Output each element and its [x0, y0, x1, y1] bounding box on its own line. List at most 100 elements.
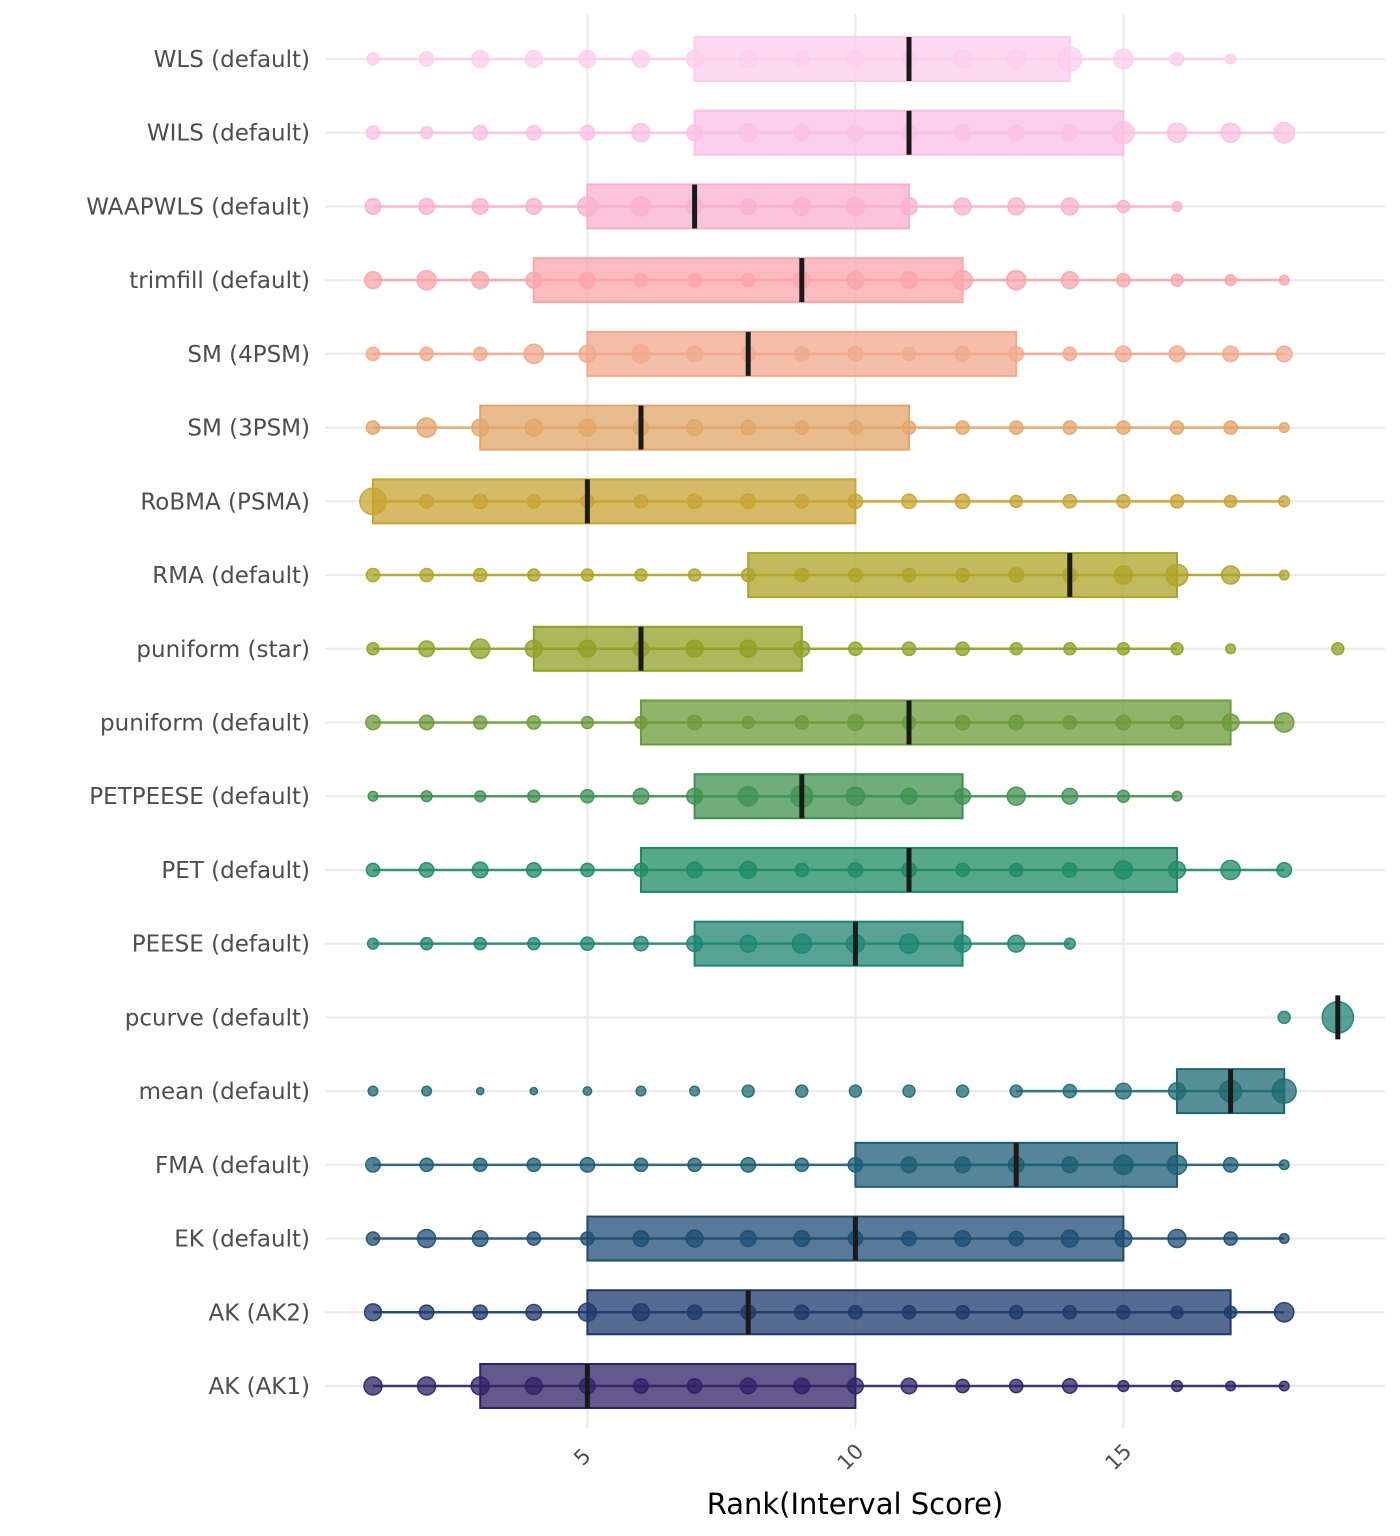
rank-point — [1116, 199, 1131, 214]
rank-point — [740, 1156, 757, 1173]
rank-point — [901, 641, 917, 657]
rank-point — [689, 1085, 701, 1097]
rank-point — [418, 51, 435, 67]
rank-point — [794, 1157, 810, 1173]
rank-point — [631, 49, 651, 69]
rank-point — [524, 1376, 543, 1396]
rank-point — [1220, 122, 1241, 144]
rank-point — [740, 493, 757, 510]
rank-point — [1114, 345, 1132, 363]
rank-point — [633, 1378, 649, 1394]
rank-point — [363, 271, 383, 290]
rank-point — [579, 1156, 596, 1173]
rank-point — [1222, 345, 1240, 363]
series-row — [363, 257, 1290, 304]
rank-point — [578, 639, 597, 658]
rank-point — [1170, 1305, 1184, 1320]
rank-point — [1116, 789, 1131, 803]
rank-point — [1007, 197, 1026, 216]
rank-point — [365, 567, 381, 583]
rank-point — [1166, 1154, 1188, 1176]
rank-point — [1062, 493, 1078, 509]
rank-point — [1009, 642, 1023, 656]
rank-point — [419, 936, 434, 951]
iqr-box — [532, 625, 803, 672]
rank-point — [1008, 862, 1024, 878]
rank-point — [1113, 860, 1134, 880]
rank-point — [845, 196, 866, 217]
y-tick-label: trimfill (default) — [129, 268, 310, 294]
rank-point — [955, 1084, 970, 1098]
rank-point — [1008, 1304, 1024, 1320]
rank-point — [1171, 790, 1183, 802]
rank-point — [366, 642, 380, 656]
rank-point — [525, 861, 542, 878]
rank-point — [580, 715, 595, 730]
rank-point — [794, 862, 810, 878]
rank-point — [1273, 1301, 1295, 1323]
rank-point — [1170, 1379, 1184, 1393]
rank-point — [1061, 861, 1078, 878]
rank-point — [687, 272, 702, 288]
rank-point — [793, 1230, 811, 1248]
series-row — [365, 699, 1295, 746]
rank-point — [419, 493, 434, 509]
rank-point — [1167, 1081, 1187, 1101]
rank-point — [901, 346, 917, 362]
rank-point — [901, 567, 917, 583]
rank-point — [793, 345, 810, 362]
rank-point — [1111, 121, 1135, 145]
rank-point — [1169, 493, 1185, 509]
rank-point — [739, 860, 758, 880]
rank-point — [955, 862, 970, 878]
rank-point — [1062, 1083, 1078, 1099]
rank-point — [631, 344, 651, 364]
rank-point — [470, 1376, 490, 1396]
y-tick-label: mean (default) — [139, 1079, 310, 1105]
rank-point — [1113, 1154, 1134, 1176]
rank-point — [793, 50, 811, 68]
rank-point — [578, 271, 596, 289]
rank-point — [901, 1230, 917, 1247]
rank-point — [794, 715, 810, 730]
rank-point — [365, 1231, 381, 1246]
rank-point — [738, 122, 758, 143]
rank-point — [469, 638, 491, 660]
rank-point — [793, 124, 811, 142]
rank-point — [526, 715, 542, 730]
series-row — [364, 183, 1183, 230]
rank-point — [1063, 937, 1076, 950]
rank-point — [523, 343, 545, 365]
rank-point — [525, 124, 542, 141]
rank-point — [418, 197, 436, 215]
rank-point — [1008, 420, 1024, 435]
rank-point — [737, 785, 759, 807]
rank-point — [1278, 1380, 1290, 1392]
series-row — [363, 1289, 1295, 1336]
rank-point — [472, 124, 489, 141]
rank-point — [580, 862, 595, 878]
rank-point — [1116, 493, 1131, 509]
series-row — [1277, 995, 1355, 1040]
rank-point — [793, 640, 811, 658]
rank-point — [527, 789, 541, 803]
rank-point — [955, 641, 970, 657]
rank-point — [633, 493, 649, 509]
rank-point — [1005, 269, 1027, 291]
rank-point — [364, 197, 382, 215]
rank-point — [632, 787, 650, 805]
rank-point — [633, 1157, 649, 1173]
rank-point — [1278, 422, 1290, 434]
series-row — [363, 1363, 1290, 1409]
rank-point — [739, 934, 758, 953]
rank-point — [686, 787, 704, 805]
iqr-box — [640, 699, 1232, 746]
rank-point — [955, 567, 970, 583]
rank-point — [740, 567, 756, 583]
rank-point — [1061, 1378, 1078, 1394]
rank-point — [471, 197, 489, 215]
rank-point — [419, 125, 434, 140]
rank-point — [1060, 271, 1079, 290]
rank-point — [741, 1084, 755, 1098]
rank-point — [794, 493, 810, 509]
